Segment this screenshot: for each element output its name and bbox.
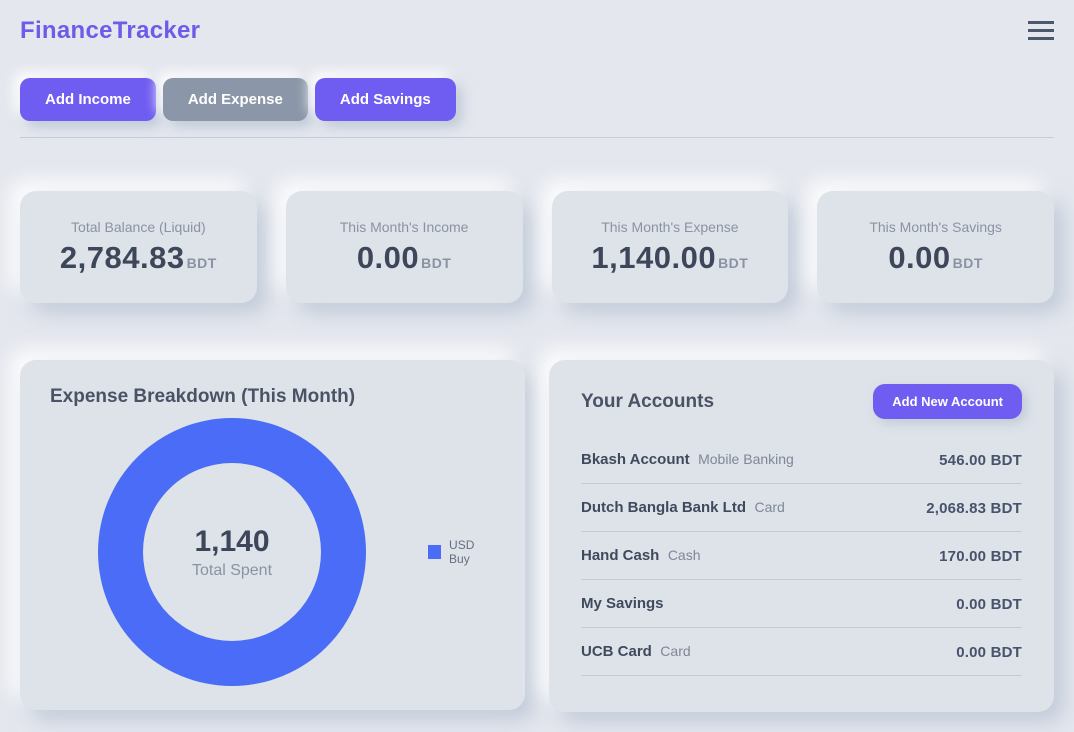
account-name: Hand Cash <box>581 547 660 564</box>
account-name: UCB Card <box>581 643 652 660</box>
account-row[interactable]: Bkash Account Mobile Banking 546.00 BDT <box>581 436 1022 484</box>
stat-label: This Month's Savings <box>869 218 1002 235</box>
stat-cards: Total Balance (Liquid) 2,784.83 BDT This… <box>20 191 1054 303</box>
legend-label: USD Buy <box>449 538 475 566</box>
donut-chart: 1,140 Total Spent <box>98 418 366 686</box>
chart-legend: USD Buy <box>428 538 495 566</box>
add-expense-button[interactable]: Add Expense <box>162 78 308 121</box>
accounts-header: Your Accounts Add New Account <box>581 384 1022 419</box>
add-savings-button[interactable]: Add Savings <box>314 78 456 121</box>
account-row[interactable]: My Savings 0.00 BDT <box>581 580 1022 628</box>
chart-area: 1,140 Total Spent USD Buy <box>50 418 495 686</box>
main-content: Expense Breakdown (This Month) 1,140 Tot… <box>20 360 1054 712</box>
finance-tracker-app: FinanceTracker Add Income Add Expense Ad… <box>20 14 1054 712</box>
stat-currency: BDT <box>718 254 749 271</box>
account-amount: 546.00 BDT <box>939 451 1022 469</box>
donut-center-value: 1,140 <box>194 524 270 558</box>
donut-hole: 1,140 Total Spent <box>143 463 321 641</box>
stat-currency: BDT <box>421 254 452 271</box>
stat-label: Total Balance (Liquid) <box>71 218 206 235</box>
stat-label: This Month's Income <box>339 218 469 235</box>
stat-card-month-expense: This Month's Expense 1,140.00 BDT <box>551 191 789 303</box>
legend-swatch-icon <box>428 545 442 559</box>
chart-title: Expense Breakdown (This Month) <box>50 386 356 407</box>
accounts-list: Bkash Account Mobile Banking 546.00 BDT … <box>581 436 1022 676</box>
account-name: My Savings <box>581 595 664 612</box>
account-type: Cash <box>667 547 701 563</box>
accounts-title: Your Accounts <box>581 390 715 412</box>
account-row[interactable]: Dutch Bangla Bank Ltd Card 2,068.83 BDT <box>581 484 1022 532</box>
donut-center-label: Total Spent <box>191 561 273 579</box>
stat-card-month-income: This Month's Income 0.00 BDT <box>285 191 523 303</box>
stat-currency: BDT <box>186 254 217 271</box>
add-new-account-button[interactable]: Add New Account <box>873 384 1022 419</box>
account-name: Bkash Account <box>581 451 690 468</box>
account-amount: 170.00 BDT <box>939 547 1022 565</box>
account-name: Dutch Bangla Bank Ltd <box>581 499 747 516</box>
topbar: FinanceTracker <box>20 14 1054 47</box>
account-type: Card <box>660 643 691 659</box>
section-divider <box>20 137 1054 138</box>
account-amount: 2,068.83 BDT <box>926 499 1022 517</box>
hamburger-menu-icon[interactable] <box>1028 14 1054 47</box>
account-amount: 0.00 BDT <box>956 643 1022 661</box>
account-type: Card <box>754 499 785 515</box>
add-income-button[interactable]: Add Income <box>20 78 156 121</box>
stat-value: 0.00 <box>356 239 420 275</box>
expense-breakdown-card: Expense Breakdown (This Month) 1,140 Tot… <box>20 360 525 710</box>
accounts-card: Your Accounts Add New Account Bkash Acco… <box>549 360 1054 712</box>
account-amount: 0.00 BDT <box>956 595 1022 613</box>
stat-value: 0.00 <box>888 239 951 275</box>
account-row[interactable]: Hand Cash Cash 170.00 BDT <box>581 532 1022 580</box>
account-type: Mobile Banking <box>698 451 794 467</box>
app-title: FinanceTracker <box>20 16 201 44</box>
stat-value: 2,784.83 <box>59 239 185 275</box>
stat-value: 1,140.00 <box>591 239 717 275</box>
stat-currency: BDT <box>952 254 983 271</box>
stat-card-month-savings: This Month's Savings 0.00 BDT <box>817 191 1054 303</box>
stat-card-total-balance: Total Balance (Liquid) 2,784.83 BDT <box>20 191 257 303</box>
account-row[interactable]: UCB Card Card 0.00 BDT <box>581 628 1022 676</box>
action-buttons: Add Income Add Expense Add Savings <box>20 78 1054 121</box>
stat-label: This Month's Expense <box>601 218 739 235</box>
